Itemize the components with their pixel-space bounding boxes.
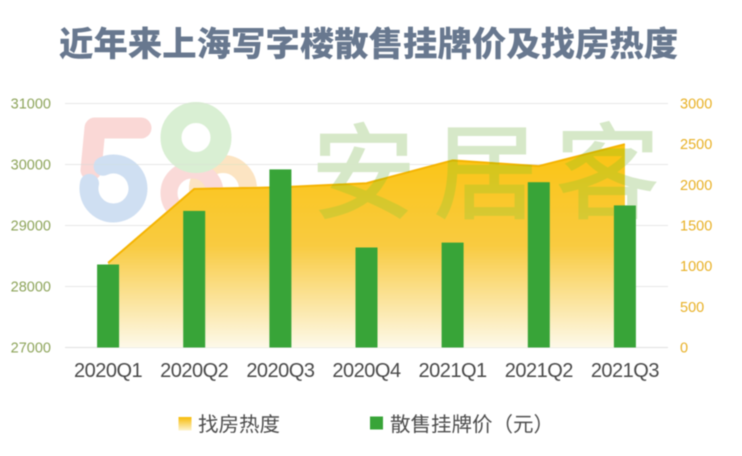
- svg-text:2021Q2: 2021Q2: [505, 360, 574, 382]
- svg-text:2020Q4: 2020Q4: [332, 360, 401, 382]
- svg-text:0: 0: [680, 341, 688, 357]
- svg-text:2021Q3: 2021Q3: [591, 360, 660, 382]
- svg-text:28000: 28000: [11, 280, 51, 296]
- svg-text:30000: 30000: [11, 158, 51, 174]
- svg-text:31000: 31000: [11, 97, 51, 113]
- svg-text:2000: 2000: [680, 178, 712, 194]
- svg-text:29000: 29000: [11, 219, 51, 235]
- svg-text:2020Q1: 2020Q1: [74, 360, 143, 382]
- svg-text:2020Q3: 2020Q3: [246, 360, 315, 382]
- svg-text:2021Q1: 2021Q1: [419, 360, 488, 382]
- svg-text:27000: 27000: [11, 341, 51, 357]
- svg-text:3000: 3000: [680, 97, 712, 113]
- svg-text:500: 500: [680, 300, 704, 316]
- svg-text:2500: 2500: [680, 137, 712, 153]
- svg-text:2020Q2: 2020Q2: [160, 360, 229, 382]
- svg-text:1500: 1500: [680, 219, 712, 235]
- svg-text:1000: 1000: [680, 259, 712, 275]
